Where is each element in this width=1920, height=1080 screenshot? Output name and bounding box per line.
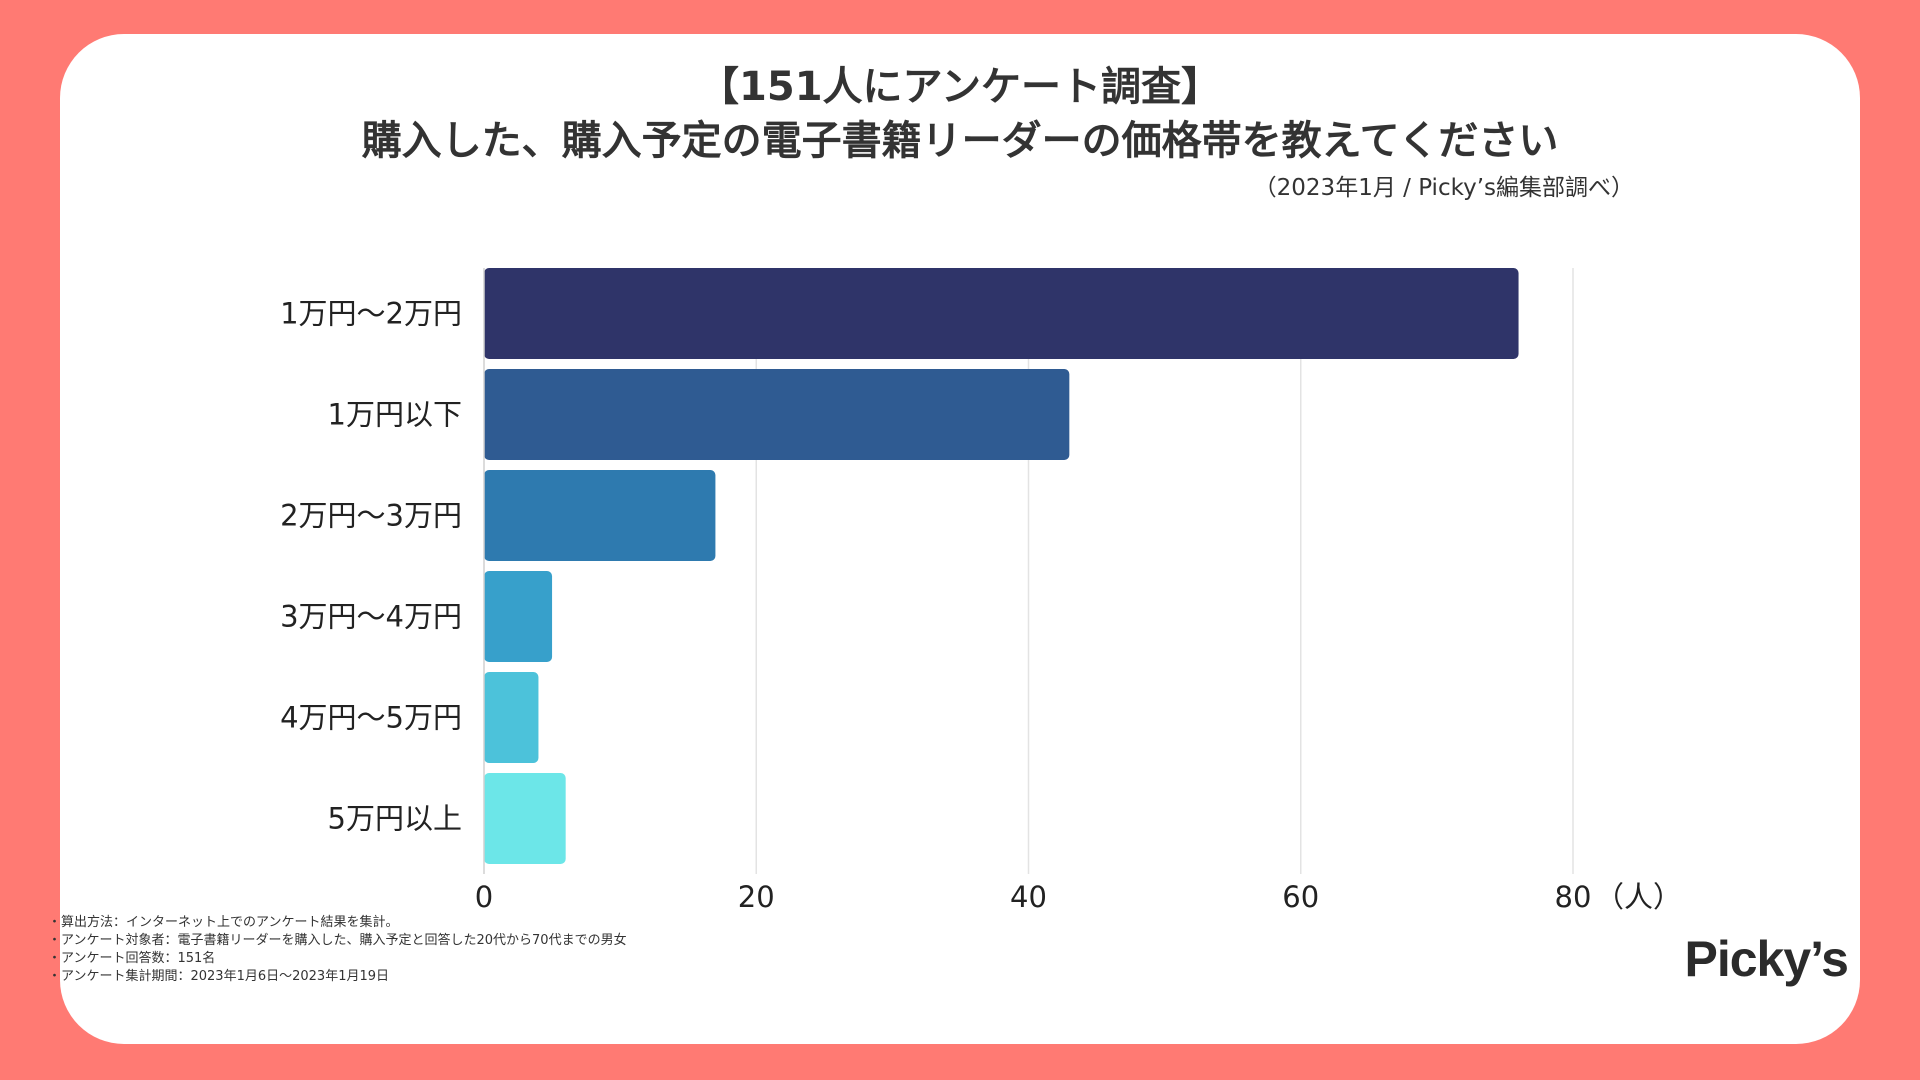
x-tick-label-3: 60 [1282, 880, 1319, 914]
chart-title-line1: 【151人にアンケート調査】 [699, 64, 1221, 110]
category-label-3: 3万円〜4万円 [280, 600, 462, 634]
footnote-period: ・アンケート集計期間：2023年1月6日〜2023年1月19日 [48, 969, 390, 984]
x-tick-label-1: 20 [738, 880, 775, 914]
category-label-2: 2万円〜3万円 [280, 499, 462, 533]
footnote-target: ・アンケート対象者：電子書籍リーダーを購入した、購入予定と回答した20代から70… [48, 933, 627, 948]
footnotes: ・算出方法：インターネット上でのアンケート結果を集計。 ・アンケート対象者：電子… [48, 914, 627, 986]
category-label-1: 1万円以下 [328, 398, 462, 432]
category-label-4: 4万円〜5万円 [280, 701, 462, 735]
chart-card [60, 34, 1860, 1044]
category-label-5: 5万円以上 [328, 802, 462, 836]
x-tick-label-4: 80 [1555, 880, 1592, 914]
footnote-method: ・算出方法：インターネット上でのアンケート結果を集計。 [48, 915, 399, 930]
x-tick-label-0: 0 [475, 880, 493, 914]
bar-5 [484, 773, 566, 864]
bar-4 [484, 672, 539, 763]
chart-title-line2: 購入した、購入予定の電子書籍リーダーの価格帯を教えてください [361, 118, 1559, 164]
bar-0 [484, 268, 1519, 359]
pickys-logo: Picky’s [1684, 931, 1849, 987]
bar-1 [484, 369, 1070, 460]
x-tick-label-2: 40 [1010, 880, 1047, 914]
bar-2 [484, 470, 716, 561]
footnote-count: ・アンケート回答数：151名 [48, 951, 216, 966]
chart-source: （2023年1月 / Picky’s編集部調べ） [1253, 175, 1634, 201]
x-axis-unit-label: （人） [1595, 880, 1682, 914]
category-label-0: 1万円〜2万円 [280, 297, 462, 331]
bar-3 [484, 571, 553, 662]
